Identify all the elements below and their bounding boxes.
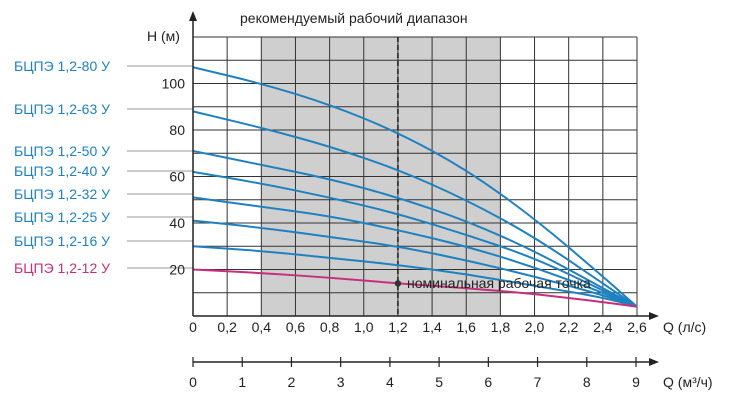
x-tick-label: 1,0 <box>354 319 374 335</box>
series-line <box>192 196 638 308</box>
series-label: БЦПЭ 1,2-12 У <box>14 260 110 276</box>
x2-tick-label: 3 <box>337 374 345 390</box>
chart-title: рекомендуемый рабочий диапазон <box>240 10 468 26</box>
series-line <box>192 245 638 308</box>
x-tick-label: 2,4 <box>593 319 613 335</box>
x2-tick-label: 1 <box>238 374 246 390</box>
y-tick-label: 80 <box>169 122 185 138</box>
x2-tick-label: 5 <box>435 374 443 390</box>
x2-tick-label: 9 <box>632 374 640 390</box>
x-tick-label: 0,4 <box>252 319 272 335</box>
x-tick-label: 2,2 <box>559 319 579 335</box>
x-tick-label: 1,8 <box>491 319 511 335</box>
series-line <box>192 219 638 308</box>
series-line <box>192 110 638 308</box>
y-tick-label: 40 <box>169 215 185 231</box>
x-axis-arrow <box>649 312 659 320</box>
x2-axis-arrow <box>649 358 659 366</box>
x-tick-label: 0 <box>189 319 197 335</box>
x-tick-label: 0,2 <box>217 319 237 335</box>
x2-axis-label: Q (м³/ч) <box>663 374 713 390</box>
series-line <box>192 149 638 308</box>
y-axis-label: H (м) <box>147 28 180 44</box>
x-tick-label: 1,6 <box>456 319 476 335</box>
series-label: БЦПЭ 1,2-50 У <box>14 143 110 159</box>
nominal-point-annotation: номинальная рабочая точка <box>407 275 591 291</box>
series-label: БЦПЭ 1,2-63 У <box>14 101 110 117</box>
series-label: БЦПЭ 1,2-40 У <box>14 163 110 179</box>
x2-tick-label: 7 <box>534 374 542 390</box>
y-tick-label: 100 <box>162 76 186 92</box>
x-tick-label: 2,0 <box>525 319 545 335</box>
x-tick-label: 1,4 <box>422 319 442 335</box>
x-tick-label: 0,6 <box>286 319 306 335</box>
x2-tick-label: 0 <box>189 374 197 390</box>
x-tick-label: 1,2 <box>388 319 408 335</box>
series-label: БЦПЭ 1,2-80 У <box>14 58 110 74</box>
y-tick-label: 60 <box>169 169 185 185</box>
y-tick-label: 20 <box>169 262 185 278</box>
series-line <box>192 170 638 308</box>
nominal-point-marker <box>394 280 402 287</box>
x-tick-label: 0,8 <box>320 319 340 335</box>
x2-tick-label: 4 <box>386 374 394 390</box>
x-tick-label: 2,6 <box>627 319 647 335</box>
series-line <box>192 66 638 308</box>
series-line <box>192 268 638 308</box>
series-label: БЦПЭ 1,2-16 У <box>14 233 110 249</box>
series-label: БЦПЭ 1,2-32 У <box>14 186 110 202</box>
x2-tick-label: 6 <box>484 374 492 390</box>
series-label: БЦПЭ 1,2-25 У <box>14 209 110 225</box>
y-axis-arrow <box>189 11 197 21</box>
x2-tick-label: 2 <box>288 374 296 390</box>
x-axis-label: Q (л/с) <box>663 319 706 335</box>
x2-tick-label: 8 <box>583 374 591 390</box>
